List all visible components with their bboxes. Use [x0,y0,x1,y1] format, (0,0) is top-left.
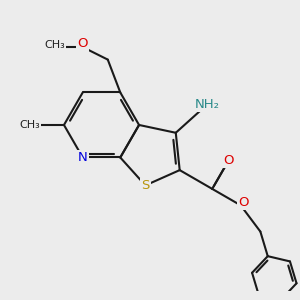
Text: NH₂: NH₂ [195,98,220,110]
Text: O: O [224,154,234,167]
Text: O: O [238,196,249,209]
Text: CH₃: CH₃ [19,120,40,130]
Text: N: N [78,151,88,164]
Text: O: O [77,38,88,50]
Text: S: S [141,179,150,192]
Text: CH₃: CH₃ [45,40,66,50]
